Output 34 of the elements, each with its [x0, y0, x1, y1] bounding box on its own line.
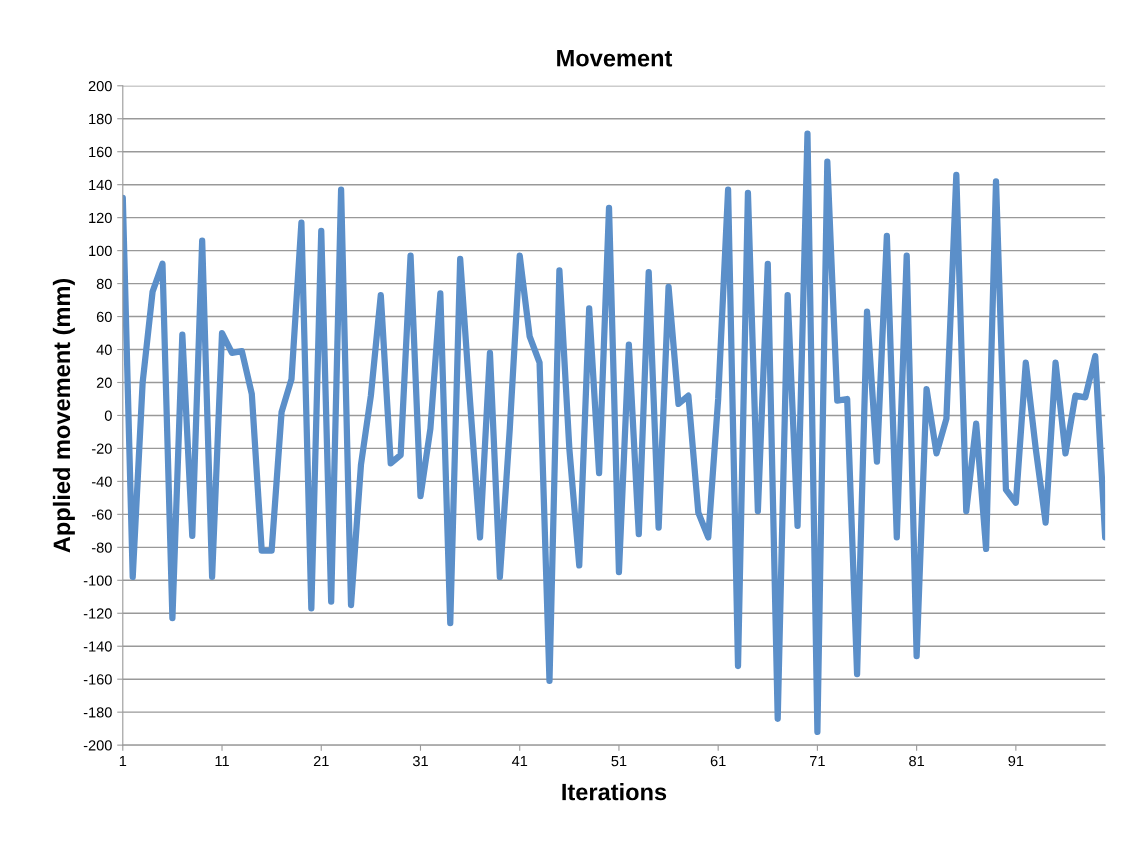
y-tick-label: 40	[96, 344, 112, 355]
y-tick-label: 80	[96, 278, 112, 290]
x-tick-label: 21	[313, 755, 329, 767]
y-tick-label: -80	[91, 542, 112, 553]
x-tick-label: 41	[511, 756, 528, 767]
x-tick-label: 61	[710, 755, 726, 767]
y-tick-label: -40	[91, 476, 112, 487]
x-tick-label: 51	[611, 756, 627, 767]
y-tick-label: -160	[83, 674, 112, 685]
x-tick-label: 81	[909, 755, 925, 767]
y-tick-label: 100	[89, 245, 112, 257]
chart-title: Movement	[557, 50, 673, 67]
y-tick-label: 140	[89, 179, 112, 191]
y-tick-label: -180	[83, 707, 112, 718]
y-tick-label: -60	[91, 509, 112, 520]
x-tick-label: 1	[119, 756, 127, 767]
y-tick-label: 60	[96, 311, 112, 322]
x-axis-title: Iterations	[562, 783, 667, 801]
x-tick-label: 31	[412, 755, 428, 767]
y-tick-label: -100	[83, 575, 112, 586]
x-tick-label: 71	[810, 756, 825, 767]
y-tick-label: 160	[89, 146, 112, 158]
y-axis-title: Applied movement (mm)	[52, 278, 75, 553]
x-tick-label: 11	[215, 756, 229, 767]
x-tick-label: 91	[1008, 755, 1024, 767]
y-tick-label: 120	[89, 212, 112, 224]
y-tick-label: -120	[83, 608, 112, 619]
y-tick-label: 200	[88, 80, 112, 92]
y-tick-label: 180	[89, 113, 112, 125]
y-tick-label: 0	[104, 410, 112, 421]
y-tick-label: -200	[83, 740, 112, 751]
y-tick-label: 20	[96, 377, 112, 388]
y-tick-label: -20	[91, 443, 112, 454]
y-tick-label: -140	[83, 641, 112, 652]
